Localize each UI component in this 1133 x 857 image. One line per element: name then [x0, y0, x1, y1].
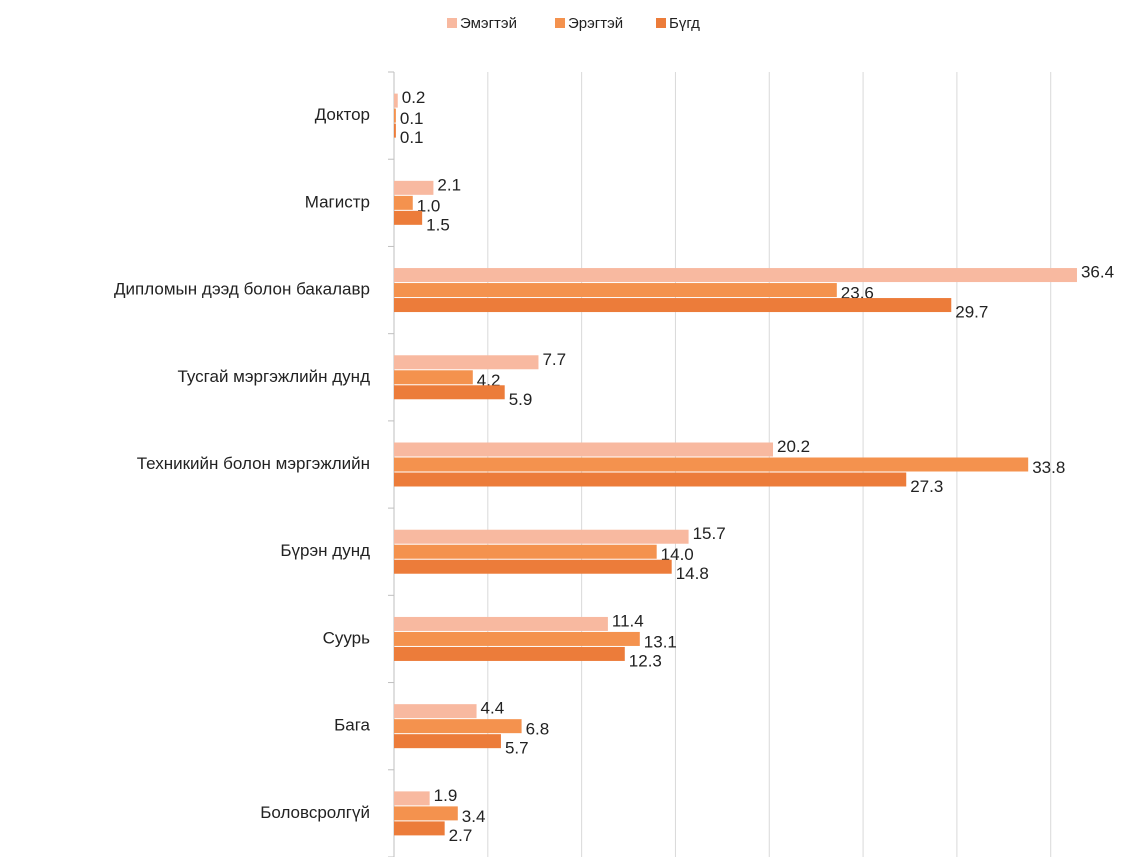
bar [394, 370, 473, 385]
bar [394, 298, 952, 313]
y-tick-label: Боловсролгүй [260, 803, 370, 822]
bar [394, 108, 396, 123]
bar [394, 616, 608, 631]
data-label: 1.0 [417, 196, 441, 215]
legend-label: Эрэгтэй [568, 15, 623, 32]
bar [394, 283, 837, 298]
bar [394, 529, 689, 544]
data-label: 23.6 [841, 284, 874, 303]
legend-label: Бүгд [669, 15, 700, 32]
data-label: 1.9 [434, 786, 458, 805]
data-label: 7.7 [542, 350, 566, 369]
y-tick-label: Техникийн болон мэргэжлийн [137, 454, 370, 473]
bar [394, 442, 774, 457]
bar [394, 806, 458, 821]
legend-swatch [447, 18, 457, 28]
y-tick-label: Суурь [323, 628, 371, 647]
bar [394, 821, 445, 836]
legend-label: Эмэгтэй [460, 15, 517, 32]
y-tick-label: Магистр [305, 192, 370, 211]
bar [394, 704, 477, 719]
data-label: 20.2 [777, 437, 810, 456]
data-label: 2.7 [449, 826, 473, 845]
y-tick-label: Бага [334, 716, 370, 735]
bar [394, 123, 396, 138]
data-label: 11.4 [612, 611, 644, 630]
data-label: 27.3 [910, 477, 943, 496]
y-tick-label: Тусгай мэргэжлийн дунд [177, 367, 370, 386]
bar [394, 210, 423, 225]
bar [394, 355, 539, 370]
bar [394, 93, 398, 108]
data-label: 1.5 [426, 215, 450, 234]
bar [394, 385, 505, 400]
bar [394, 719, 522, 734]
data-label: 5.9 [509, 390, 533, 409]
data-label: 36.4 [1081, 263, 1114, 282]
data-label: 14.0 [661, 545, 694, 564]
bar [394, 472, 907, 487]
data-label: 0.1 [400, 128, 424, 147]
data-label: 2.1 [437, 175, 461, 194]
data-label: 6.8 [526, 720, 550, 739]
y-tick-label: Дипломын дээд болон бакалавр [114, 280, 370, 299]
bar [394, 544, 657, 559]
bar [394, 646, 625, 661]
legend-swatch [656, 18, 666, 28]
data-label: 5.7 [505, 739, 529, 758]
data-label: 12.3 [629, 651, 662, 670]
data-label: 3.4 [462, 807, 486, 826]
bar [394, 195, 413, 210]
bar [394, 268, 1077, 283]
data-label: 0.2 [402, 88, 426, 107]
legend-swatch [555, 18, 565, 28]
bar [394, 457, 1029, 472]
data-label: 0.1 [400, 109, 424, 128]
data-label: 29.7 [955, 303, 988, 322]
bar [394, 631, 640, 646]
bar [394, 791, 430, 806]
y-tick-label: Доктор [315, 105, 370, 124]
data-label: 13.1 [644, 632, 677, 651]
bar [394, 559, 672, 574]
data-label: 4.4 [481, 699, 505, 718]
y-tick-label: Бүрэн дунд [280, 541, 370, 560]
data-label: 14.8 [676, 564, 709, 583]
data-label: 4.2 [477, 371, 501, 390]
bar [394, 180, 434, 195]
data-label: 33.8 [1032, 458, 1065, 477]
data-label: 15.7 [693, 524, 726, 543]
bar [394, 734, 501, 749]
